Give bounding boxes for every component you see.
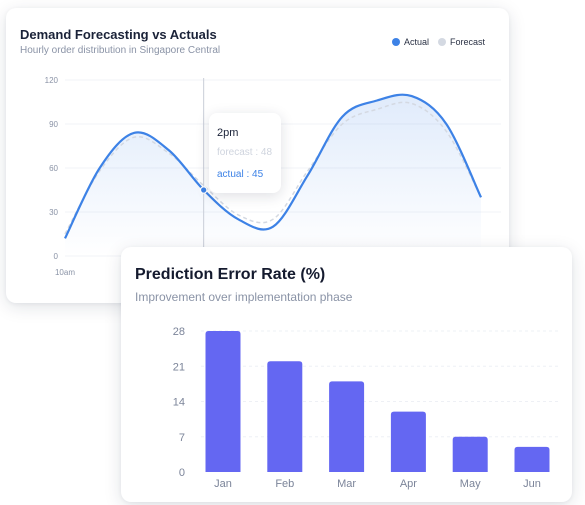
error-bar-chart[interactable]: 0 7 14 21 28 Jan Feb Mar Apr May Jun (121, 247, 572, 502)
error-chart-subtitle: Improvement over implementation phase (135, 290, 353, 304)
bar-mar[interactable] (329, 381, 365, 472)
tooltip-forecast-value: forecast : 48 (217, 147, 273, 158)
y-tick-label: 28 (173, 326, 185, 338)
tooltip-time: 2pm (217, 127, 239, 139)
x-tick-label: Jan (214, 478, 232, 490)
bar-jan[interactable] (205, 331, 241, 472)
legend-label-actual: Actual (403, 37, 429, 47)
bar-jun[interactable] (514, 446, 550, 472)
legend-dot-actual (391, 38, 400, 46)
x-tick-label: Apr (400, 478, 417, 490)
error-rate-card: Prediction Error Rate (%) Improvement ov… (121, 247, 572, 502)
legend-dot-forecast (437, 38, 446, 46)
demand-legend: Actual Forecast (391, 37, 485, 47)
actual-line[interactable] (64, 93, 482, 239)
legend-item-actual[interactable]: Actual (391, 37, 429, 47)
error-chart-title: Prediction Error Rate (%) (135, 266, 326, 283)
actual-area-fill (65, 94, 481, 256)
forecast-line[interactable] (64, 101, 482, 235)
x-tick-label: 10am (55, 268, 75, 277)
y-tick-label: 0 (54, 252, 59, 261)
hover-point-actual[interactable] (199, 186, 208, 194)
chart-tooltip: 2pm forecast : 48 actual : 45 (209, 113, 281, 193)
demand-line-chart[interactable]: 0 30 60 90 120 10am (6, 8, 509, 303)
demand-chart-title: Demand Forecasting vs Actuals (20, 27, 217, 42)
legend-item-forecast[interactable]: Forecast (437, 37, 485, 47)
x-tick-label: May (460, 478, 481, 490)
x-tick-label: Jun (523, 478, 541, 490)
y-tick-label: 14 (173, 397, 185, 409)
y-tick-label: 0 (179, 467, 185, 479)
legend-label-forecast: Forecast (449, 37, 485, 47)
bar-apr[interactable] (390, 411, 426, 472)
bar-may[interactable] (452, 436, 488, 472)
x-tick-label: Feb (275, 478, 294, 490)
demand-chart-subtitle: Hourly order distribution in Singapore C… (20, 45, 221, 56)
y-tick-label: 21 (173, 361, 185, 373)
x-tick-label: Mar (337, 478, 356, 490)
y-tick-label: 90 (49, 120, 58, 129)
y-tick-label: 30 (49, 208, 58, 217)
y-tick-label: 7 (179, 432, 185, 444)
y-tick-label: 120 (45, 76, 59, 85)
y-tick-label: 60 (49, 164, 58, 173)
bar-feb[interactable] (267, 361, 303, 472)
tooltip-actual-value: actual : 45 (217, 169, 264, 180)
